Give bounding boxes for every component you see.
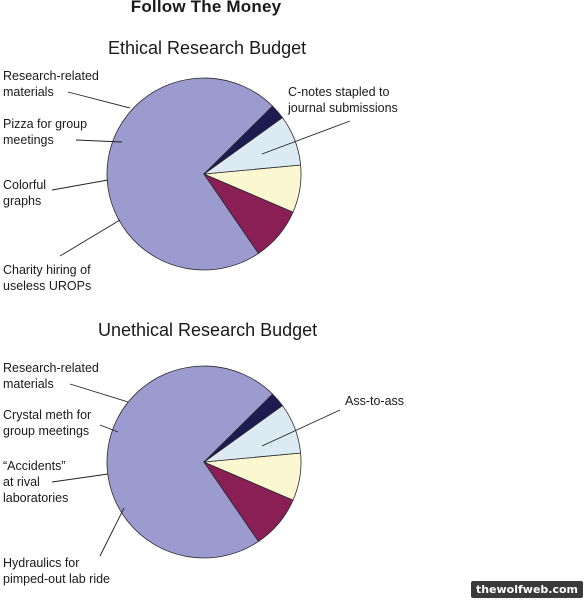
chart-title-ethical: Ethical Research Budget [108,38,307,58]
label-colorful-graphs: Colorful graphs [3,178,47,208]
pie-slice-c-notes [106,77,274,271]
leader-line-colorful-graphs [51,179,109,191]
pie-slice-ass-to-ass [106,365,274,559]
chart-title-unethical: Unethical Research Budget [98,320,318,340]
label-accidents: “Accidents” at rival laboratories [3,459,69,505]
leader-line-research-materials [67,91,131,109]
label-pizza: Pizza for group meetings [3,117,88,147]
leader-line-charity-urops [59,219,121,257]
pie-unethical [106,365,302,559]
leader-line-ass-to-ass [261,409,341,447]
leader-line-pizza [75,139,123,143]
label-c-notes: C-notes stapled to journal submissions [288,85,398,115]
label-hydraulics: Hydraulics for pimped-out lab ride [3,556,111,586]
label-charity-urops: Charity hiring of useless UROPs [3,263,92,293]
leader-line-research-materials [69,383,129,403]
label-ass-to-ass: Ass-to-ass [345,394,405,408]
pie-slice-research-materials [203,105,284,175]
label-research-materials-unethical: Research-related materials [3,361,99,391]
pie-slice-research-materials [203,393,284,463]
leader-lines [51,91,351,557]
page-title: Follow The Money [130,0,282,16]
leader-line-c-notes [261,120,351,155]
pie-ethical [106,77,302,271]
leader-line-crystal-meth [99,424,119,433]
leader-line-accidents [51,473,109,483]
label-crystal-meth: Crystal meth for group meetings [3,408,92,438]
leader-line-hydraulics [99,507,125,557]
watermark: thewolfweb.com [470,581,583,598]
label-research-materials-ethical: Research-related materials [3,69,99,99]
